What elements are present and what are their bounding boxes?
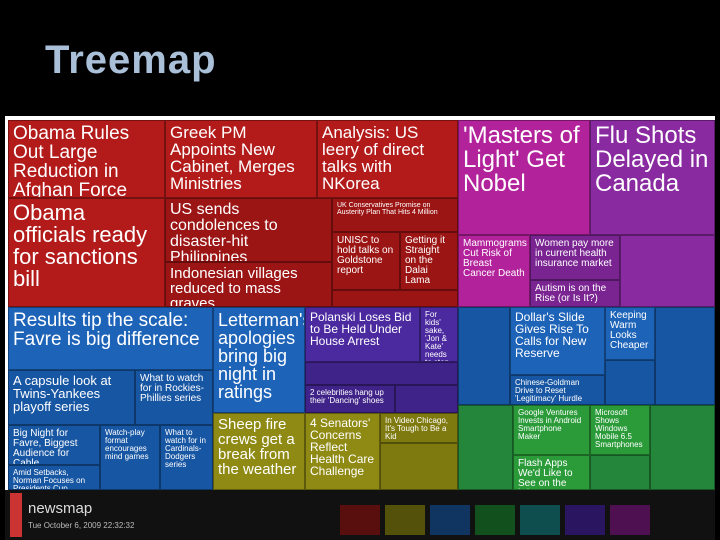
tile [458,307,510,405]
legend-swatch[interactable] [520,505,560,535]
tile[interactable]: UNISC to hold talks on Goldstone report [332,232,400,290]
tile[interactable]: Watch-play format encourages mind games [100,425,160,490]
tile [380,443,458,490]
tile[interactable]: 2 celebrities hang up their 'Dancing' sh… [305,385,395,413]
tile[interactable]: Mammograms Cut Risk of Breast Cancer Dea… [458,235,530,307]
tile[interactable]: Dollar's Slide Gives Rise To Calls for N… [510,307,605,375]
tile[interactable]: Polanski Loses Bid to Be Held Under Hous… [305,307,420,362]
tile[interactable]: Analysis: US leery of direct talks with … [317,120,458,198]
logo-stripe [10,493,22,537]
tile[interactable]: Indonesian villages reduced to mass grav… [165,262,332,307]
tile[interactable]: Getting it Straight on the Dalai Lama [400,232,458,290]
tile[interactable]: Letterman's apologies bring big night in… [213,307,305,413]
brand: newsmap [28,500,93,517]
tile [605,360,655,405]
tile[interactable]: Amid Setbacks, Norman Focuses on Preside… [8,465,100,490]
tile[interactable]: Microsoft Shows Windows Mobile 6.5 Smart… [590,405,650,455]
tile[interactable]: Big Night for Favre, Biggest Audience fo… [8,425,100,465]
tile [655,307,715,405]
tile[interactable]: 4 Senators' Concerns Reflect Health Care… [305,413,380,490]
legend-swatch[interactable] [475,505,515,535]
tile[interactable]: Autism is on the Rise (or Is It?) [530,280,620,307]
tile[interactable]: Flash Apps We'd Like to See on the iPhon… [513,455,590,490]
tile[interactable]: What to watch for in Cardinals-Dodgers s… [160,425,213,490]
tile [305,362,458,385]
tile [332,290,458,307]
tile[interactable]: Greek PM Appoints New Cabinet, Merges Mi… [165,120,317,198]
tile [395,385,458,413]
slide-title: Treemap [45,38,217,82]
tile[interactable]: UK Conservatives Promise on Austerity Pl… [332,198,458,232]
tile[interactable]: A capsule look at Twins-Yankees playoff … [8,370,135,425]
tile[interactable]: Obama officials ready for sanctions bill [8,198,165,307]
tile [458,405,513,490]
legend-swatch[interactable] [385,505,425,535]
tile[interactable]: Results tip the scale: Favre is big diff… [8,307,213,370]
tile [620,235,715,307]
tile[interactable]: Obama Rules Out Large Reduction in Afgha… [8,120,165,198]
tile[interactable]: Women pay more in current health insuran… [530,235,620,280]
tile[interactable]: For kids' sake, 'Jon & Kate' needs to st… [420,307,458,362]
tile[interactable]: What to watch for in Rockies-Phillies se… [135,370,213,425]
legend-swatch[interactable] [565,505,605,535]
tile[interactable]: Chinese-Goldman Drive to Reset 'Legitima… [510,375,605,405]
tile [590,455,650,490]
tile[interactable]: Sheep fire crews get a break from the we… [213,413,305,490]
legend-swatch[interactable] [340,505,380,535]
tile[interactable]: Keeping Warm Looks Cheaper [605,307,655,360]
tile [650,405,715,490]
legend-swatch[interactable] [430,505,470,535]
tile[interactable]: In Video Chicago, It's Tough to Be a Kid [380,413,458,443]
tile[interactable]: US sends condolences to disaster-hit Phi… [165,198,332,262]
date: Tue October 6, 2009 22:32:32 [28,521,135,530]
legend-swatch[interactable] [610,505,650,535]
tile[interactable]: Google Ventures Invests in Android Smart… [513,405,590,455]
tile[interactable]: 'Masters of Light' Get Nobel [458,120,590,235]
tile[interactable]: Flu Shots Delayed in Canada [590,120,715,235]
